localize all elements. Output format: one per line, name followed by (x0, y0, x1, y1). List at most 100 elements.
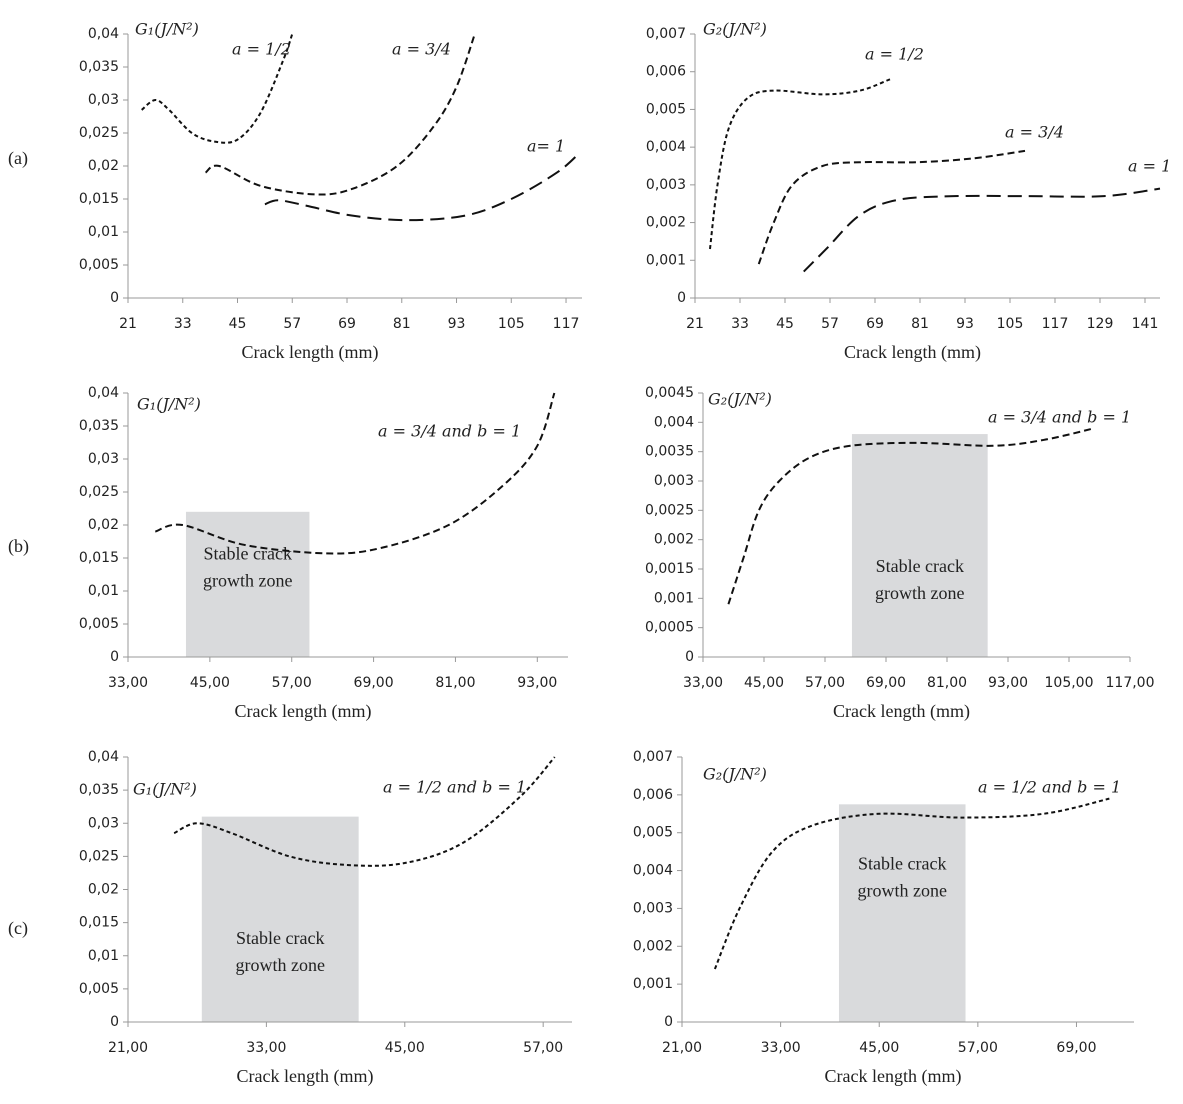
y-tick-label: 0,003 (633, 900, 673, 916)
y-tick-label: 0,025 (79, 484, 119, 500)
x-tick-label: 21 (119, 316, 137, 332)
series-label: a= 1 (527, 137, 565, 156)
panel-label: (a) (8, 148, 28, 169)
y-axis-label: G₁(J/N²) (137, 395, 201, 414)
x-tick-label: 33,00 (246, 1040, 286, 1056)
x-axis-label: Crack length (mm) (825, 1066, 962, 1087)
zone-label: growth zone (203, 570, 292, 590)
x-tick-label: 69,00 (354, 675, 394, 691)
y-tick-label: 0,002 (654, 532, 694, 548)
x-tick-label: 33,00 (108, 675, 148, 691)
y-tick-label: 0,003 (646, 177, 686, 193)
panel-label: (b) (8, 536, 29, 557)
y-axis-label: G₁(J/N²) (135, 20, 199, 39)
y-tick-label: 0 (664, 1014, 673, 1030)
x-tick-label: 93,00 (988, 675, 1028, 691)
y-tick-label: 0,0045 (645, 385, 694, 401)
x-tick-label: 33 (731, 316, 749, 332)
x-tick-label: 45,00 (744, 675, 784, 691)
x-tick-label: 57,00 (523, 1040, 563, 1056)
x-tick-label: 33 (174, 316, 192, 332)
x-tick-label: 57 (283, 316, 301, 332)
y-axis-label: G₂(J/N²) (703, 20, 767, 39)
y-tick-label: 0,025 (79, 125, 119, 141)
series-line (154, 392, 556, 555)
series-line (803, 187, 1161, 273)
stable-zone (185, 511, 310, 657)
series-line (757, 149, 1026, 265)
x-tick-label: 105,00 (1045, 675, 1094, 691)
x-tick-label: 93 (448, 316, 466, 332)
y-tick-label: 0 (110, 649, 119, 665)
y-tick-label: 0,001 (633, 976, 673, 992)
series-line (173, 756, 556, 867)
y-tick-label: 0,02 (88, 158, 119, 174)
y-tick-label: 0,007 (646, 26, 686, 42)
x-tick-label: 141 (1132, 316, 1159, 332)
y-tick-label: 0,03 (88, 815, 119, 831)
y-tick-label: 0,0035 (645, 444, 694, 460)
series-line (204, 33, 476, 196)
x-tick-label: 93,00 (517, 675, 557, 691)
x-tick-label: 21,00 (108, 1040, 148, 1056)
series-label: a = 1/2 and b = 1 (383, 778, 526, 797)
y-tick-label: 0,02 (88, 882, 119, 898)
y-tick-label: 0,005 (79, 616, 119, 632)
y-tick-label: 0,0025 (645, 502, 694, 518)
x-tick-label: 45,00 (859, 1040, 899, 1056)
series-line (141, 33, 294, 144)
x-tick-label: 81,00 (435, 675, 475, 691)
y-tick-label: 0,002 (633, 938, 673, 954)
x-tick-label: 93 (956, 316, 974, 332)
y-tick-label: 0,04 (88, 26, 119, 42)
y-tick-label: 0,015 (79, 915, 119, 931)
x-tick-label: 33,00 (761, 1040, 801, 1056)
y-tick-label: 0,04 (88, 749, 119, 765)
x-tick-label: 117 (1042, 316, 1069, 332)
x-tick-label: 129 (1087, 316, 1114, 332)
x-tick-label: 81 (393, 316, 411, 332)
x-axis-label: Crack length (mm) (833, 701, 970, 722)
x-tick-label: 33,00 (683, 675, 723, 691)
zone-label: growth zone (235, 955, 324, 975)
y-tick-label: 0,005 (79, 257, 119, 273)
y-tick-label: 0 (677, 290, 686, 306)
y-axis-label: G₂(J/N²) (703, 765, 767, 784)
y-tick-label: 0,002 (646, 215, 686, 231)
y-axis-label: G₁(J/N²) (133, 780, 197, 799)
stable-zone (851, 434, 988, 657)
series-label: a = 3/4 and b = 1 (378, 422, 521, 441)
y-axis-label: G₂(J/N²) (708, 390, 772, 409)
y-tick-label: 0,025 (79, 848, 119, 864)
x-tick-label: 105 (498, 316, 525, 332)
y-tick-label: 0,001 (654, 590, 694, 606)
x-tick-label: 45 (229, 316, 247, 332)
y-tick-label: 0,001 (646, 252, 686, 268)
y-tick-label: 0,004 (646, 139, 686, 155)
x-tick-label: 57,00 (805, 675, 845, 691)
series-label: a = 1/2 (232, 40, 291, 59)
y-tick-label: 0,005 (79, 981, 119, 997)
y-tick-label: 0,01 (88, 224, 119, 240)
x-tick-label: 21 (686, 316, 704, 332)
y-tick-label: 0,015 (79, 191, 119, 207)
y-tick-label: 0,004 (633, 863, 673, 879)
series-label: a = 3/4 (392, 40, 451, 59)
y-tick-label: 0,04 (88, 385, 119, 401)
series-line (709, 78, 891, 250)
x-tick-label: 45,00 (385, 1040, 425, 1056)
x-axis-label: Crack length (mm) (242, 342, 379, 363)
y-tick-label: 0 (110, 1014, 119, 1030)
x-tick-label: 45,00 (190, 675, 230, 691)
x-tick-label: 69 (338, 316, 356, 332)
y-tick-label: 0,03 (88, 451, 119, 467)
y-tick-label: 0,004 (654, 414, 694, 430)
series-label: a = 1 (1128, 157, 1171, 176)
y-tick-label: 0,035 (79, 418, 119, 434)
x-tick-label: 57,00 (272, 675, 312, 691)
y-tick-label: 0,0005 (645, 620, 694, 636)
x-axis-label: Crack length (mm) (844, 342, 981, 363)
zone-label: Stable crack (858, 853, 946, 873)
x-tick-label: 81,00 (927, 675, 967, 691)
x-axis-label: Crack length (mm) (235, 701, 372, 722)
